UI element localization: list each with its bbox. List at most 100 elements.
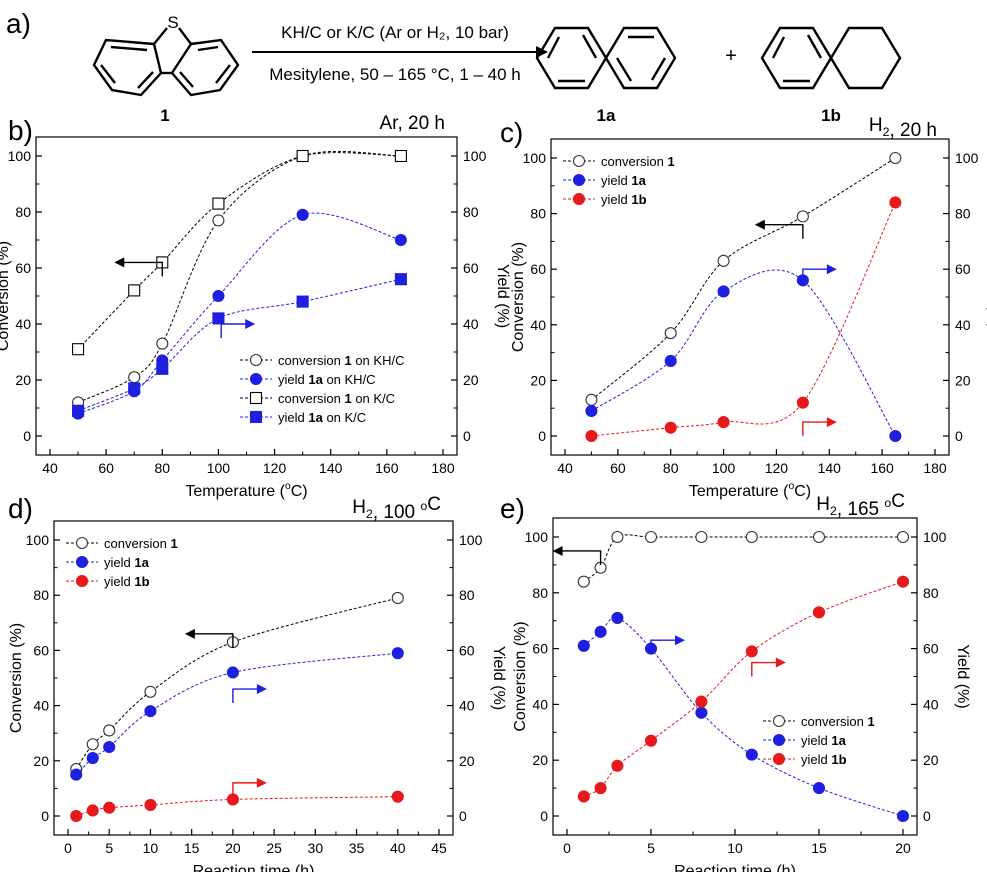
y-axis-label-left: Conversion (%) (0, 241, 12, 351)
y-tick-label-right: 100 (459, 532, 483, 548)
data-point (128, 382, 141, 395)
x-tick-label: 40 (557, 460, 573, 476)
y-tick-label-left: 40 (532, 696, 548, 712)
plot-frame (35, 136, 458, 456)
data-point (103, 740, 116, 754)
x-axis-label: Reaction time (h) (193, 863, 315, 872)
axis-arrow-right (650, 635, 685, 655)
x-tick-label: 40 (390, 840, 406, 856)
data-point (695, 695, 708, 708)
y-tick-label-right: 0 (923, 808, 931, 824)
x-tick-label: 0 (563, 840, 571, 856)
y-tick-label-right: 40 (463, 316, 479, 332)
arrow-line (190, 633, 234, 648)
data-point (391, 647, 404, 660)
series-2 (72, 149, 407, 356)
series-2 (585, 196, 902, 443)
y-tick-label-right: 0 (955, 428, 963, 444)
arrow-head (184, 628, 195, 639)
data-point (594, 625, 607, 638)
x-tick-label: 10 (727, 840, 743, 856)
legend-label: yield 1a on K/C (278, 410, 366, 425)
data-point (156, 337, 169, 350)
y-tick-label-left: 60 (532, 641, 548, 657)
series-0 (72, 149, 407, 409)
axis-arrow-right (232, 684, 267, 704)
x-tick-label: 60 (98, 460, 114, 476)
arrow-line (220, 323, 250, 338)
series-1 (70, 647, 404, 781)
x-tick-label: 140 (818, 460, 842, 476)
data-point (391, 790, 404, 803)
data-point (72, 404, 85, 417)
y-tick-label-left: 40 (33, 698, 49, 714)
arrow-head (552, 545, 563, 556)
arrow-head (675, 635, 685, 646)
conditions-bottom: Mesitylene, 50 – 165 °C, 1 – 40 h (269, 65, 521, 84)
y-tick-label-left: 80 (33, 587, 49, 603)
chart-panel-c: c) H2, 20 h 40 60 80 100 120 140 160 180 0 0 20 20 40 4… (500, 115, 987, 500)
data-point (644, 530, 658, 544)
dibenzothiophene-structure (92, 27, 240, 97)
y-tick-label-left: 20 (33, 753, 49, 769)
axis-arrow-left (114, 257, 163, 277)
legend-marker (772, 714, 786, 728)
axis-arrow-right (751, 657, 786, 677)
data-point (128, 284, 141, 297)
legend-marker (249, 391, 263, 405)
legend-marker (572, 173, 586, 187)
data-point (128, 371, 141, 384)
legend-item: yield 1a on KH/C (240, 372, 376, 387)
compound-1b-label: 1b (821, 106, 841, 125)
legend-marker (249, 372, 263, 386)
y-tick-label-left: 0 (538, 428, 546, 444)
arrow-line (558, 550, 602, 565)
axis-arrow-left (184, 628, 234, 648)
legend-item: yield 1a on K/C (240, 410, 366, 425)
legend-label: conversion 1 (801, 714, 875, 729)
data-point (144, 685, 157, 698)
legend-label: yield 1a (104, 555, 150, 570)
data-point (585, 404, 598, 418)
data-point (745, 748, 758, 761)
data-point (296, 208, 309, 221)
y-tick-label-left: 0 (23, 428, 31, 444)
legend-label: yield 1b (104, 574, 150, 589)
legend-marker (249, 353, 263, 367)
data-point (212, 289, 225, 303)
y-tick-label-left: 80 (530, 206, 546, 222)
data-point (644, 734, 658, 747)
axis-arrow-right (232, 777, 267, 797)
x-tick-label: 100 (712, 460, 736, 476)
axis-arrow-right (802, 264, 837, 284)
y-axis-label-left: Conversion (%) (512, 621, 529, 731)
series-line (591, 269, 896, 437)
arrow-head (114, 257, 125, 268)
arrow-head (826, 417, 837, 428)
legend-item: yield 1b (763, 752, 847, 767)
series-2 (70, 790, 404, 823)
y-tick-label-left: 60 (15, 260, 31, 276)
chart-title: Ar, 20 h (380, 113, 446, 134)
compound-1-label: 1 (160, 106, 169, 125)
y-tick-label-right: 0 (463, 428, 471, 444)
legend-marker (75, 555, 89, 569)
chart-title: H2, 165 oC (816, 491, 905, 520)
panel-label-e: e) (500, 493, 525, 524)
series-line (591, 157, 896, 401)
arrow-line (802, 268, 831, 284)
x-tick-label: 35 (349, 840, 365, 856)
data-point (812, 782, 826, 795)
y-tick-label-left: 40 (15, 316, 31, 332)
data-point (889, 151, 902, 165)
x-tick-label: 20 (895, 840, 911, 856)
x-tick-label: 120 (765, 460, 789, 476)
data-point (889, 196, 902, 209)
x-tick-label: 160 (375, 460, 399, 476)
x-tick-label: 160 (870, 460, 894, 476)
legend-item: conversion 1 (763, 714, 875, 729)
data-point (70, 809, 83, 823)
x-tick-label: 10 (143, 840, 159, 856)
chart-title: H2, 20 h (869, 115, 937, 141)
